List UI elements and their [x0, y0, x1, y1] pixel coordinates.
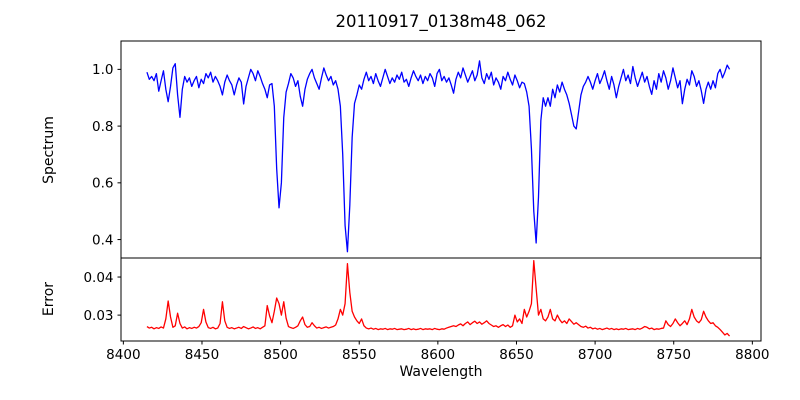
error-line [146, 260, 731, 337]
spectrum-line [146, 60, 731, 253]
chart-title: 20110917_0138m48_062 [335, 12, 547, 31]
x-tick-label: 8750 [657, 347, 691, 363]
spectrum-y-tick-label: 0.6 [92, 176, 113, 192]
spectrum-y-tick-label: 1.0 [92, 62, 113, 78]
x-tick-label: 8450 [185, 347, 219, 363]
error-y-tick-label: 0.04 [83, 270, 113, 286]
spectrum-y-tick-label: 0.4 [92, 232, 113, 248]
x-tick-label: 8800 [735, 347, 769, 363]
x-tick-label: 8500 [263, 347, 297, 363]
x-axis-label: Wavelength [399, 364, 483, 380]
spectrum-y-tick-label: 0.8 [92, 119, 113, 135]
x-tick-label: 8700 [578, 347, 612, 363]
x-tick-label: 8600 [421, 347, 455, 363]
x-tick-label: 8400 [106, 347, 140, 363]
error-panel-frame [120, 257, 762, 342]
x-tick-label: 8550 [342, 347, 376, 363]
x-tick-label: 8650 [499, 347, 533, 363]
error-y-tick-label: 0.03 [83, 308, 113, 324]
